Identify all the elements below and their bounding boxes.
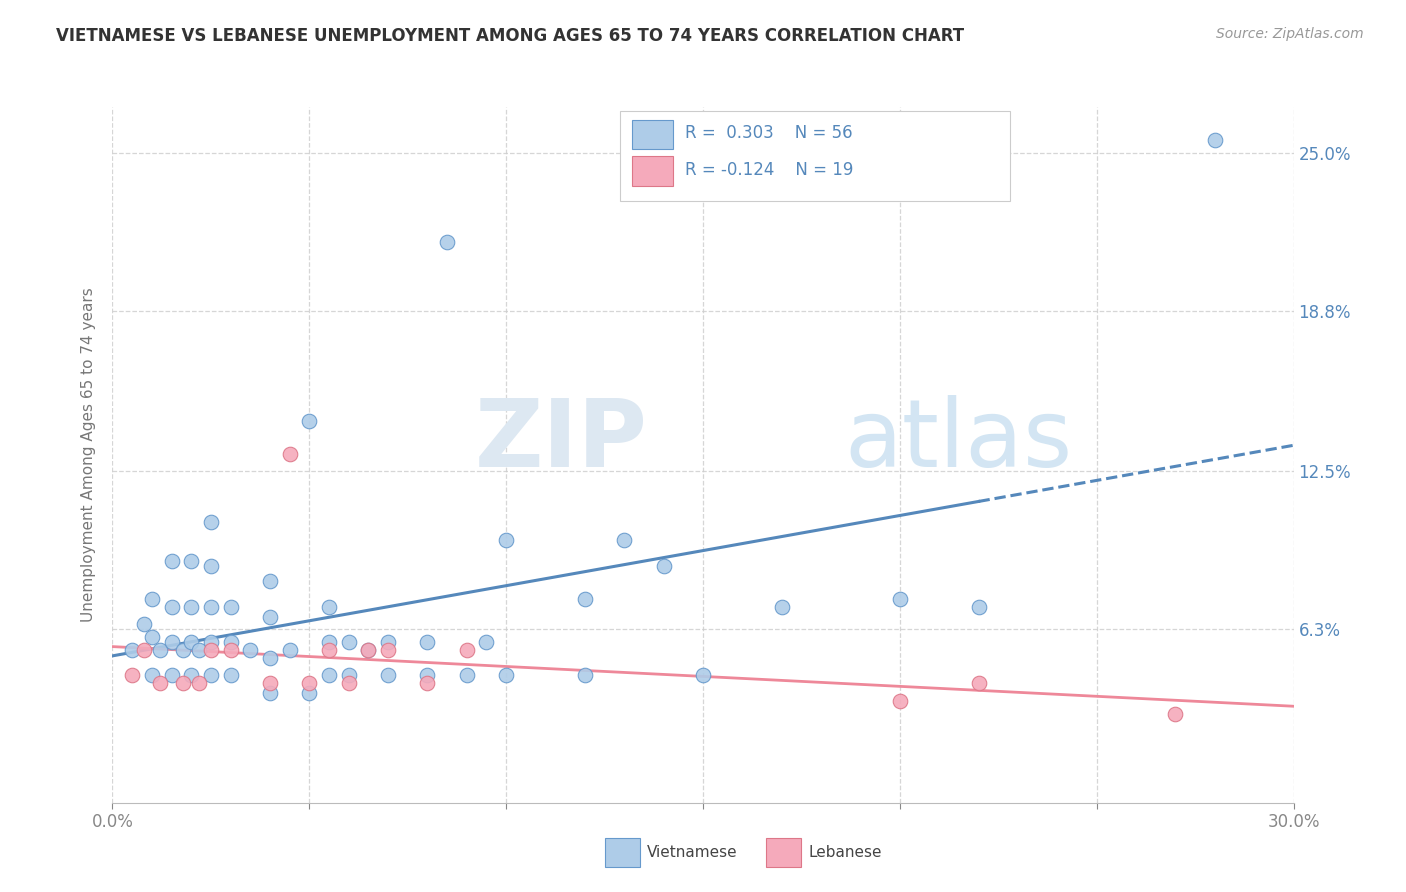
Point xyxy=(172,676,194,690)
Point xyxy=(278,643,301,657)
Point xyxy=(278,447,301,461)
Point xyxy=(298,413,321,427)
Point xyxy=(160,635,183,649)
Point xyxy=(219,635,242,649)
Point xyxy=(141,630,163,644)
Text: R =  0.303    N = 56: R = 0.303 N = 56 xyxy=(685,125,853,143)
Point xyxy=(188,643,211,657)
Point xyxy=(200,516,222,530)
Point xyxy=(259,574,281,588)
Point xyxy=(132,617,155,632)
Point xyxy=(436,235,458,249)
Point xyxy=(318,635,340,649)
Point xyxy=(416,668,439,682)
Point xyxy=(889,694,911,708)
Point xyxy=(188,676,211,690)
Point xyxy=(574,591,596,606)
Point xyxy=(318,599,340,614)
Text: Lebanese: Lebanese xyxy=(808,846,882,860)
Point xyxy=(1204,133,1226,147)
Point xyxy=(141,591,163,606)
Point xyxy=(357,643,380,657)
Point xyxy=(219,668,242,682)
Point xyxy=(456,643,478,657)
Point xyxy=(200,558,222,573)
Point xyxy=(180,635,202,649)
Point xyxy=(318,643,340,657)
Point xyxy=(495,668,517,682)
Point xyxy=(259,650,281,665)
Text: R = -0.124    N = 19: R = -0.124 N = 19 xyxy=(685,161,853,179)
Point xyxy=(259,609,281,624)
Point xyxy=(298,676,321,690)
Point xyxy=(259,686,281,700)
Point xyxy=(200,599,222,614)
Point xyxy=(1164,706,1187,721)
Point xyxy=(149,676,172,690)
Point xyxy=(160,668,183,682)
Point xyxy=(121,643,143,657)
Point xyxy=(967,676,990,690)
Point xyxy=(200,643,222,657)
Point xyxy=(613,533,636,548)
Point xyxy=(172,643,194,657)
Point xyxy=(318,668,340,682)
Point xyxy=(180,554,202,568)
Y-axis label: Unemployment Among Ages 65 to 74 years: Unemployment Among Ages 65 to 74 years xyxy=(80,287,96,623)
Point xyxy=(495,533,517,548)
Point xyxy=(692,668,714,682)
Point xyxy=(770,599,793,614)
Point xyxy=(121,668,143,682)
Bar xyxy=(633,156,673,186)
Point xyxy=(889,591,911,606)
FancyBboxPatch shape xyxy=(620,111,1010,201)
Point xyxy=(377,643,399,657)
Point xyxy=(967,599,990,614)
Text: Source: ZipAtlas.com: Source: ZipAtlas.com xyxy=(1216,27,1364,41)
Point xyxy=(377,668,399,682)
Point xyxy=(377,635,399,649)
Text: atlas: atlas xyxy=(845,395,1073,487)
Point xyxy=(149,643,172,657)
Point xyxy=(160,554,183,568)
Point xyxy=(475,635,498,649)
Point xyxy=(337,668,360,682)
Point xyxy=(219,599,242,614)
Point xyxy=(337,635,360,649)
Point xyxy=(200,635,222,649)
Point xyxy=(160,599,183,614)
Point xyxy=(200,668,222,682)
Point xyxy=(239,643,262,657)
Text: Vietnamese: Vietnamese xyxy=(647,846,737,860)
Point xyxy=(652,558,675,573)
Point xyxy=(416,635,439,649)
Text: ZIP: ZIP xyxy=(475,395,648,487)
Point xyxy=(416,676,439,690)
Point xyxy=(180,668,202,682)
Point xyxy=(456,668,478,682)
Text: VIETNAMESE VS LEBANESE UNEMPLOYMENT AMONG AGES 65 TO 74 YEARS CORRELATION CHART: VIETNAMESE VS LEBANESE UNEMPLOYMENT AMON… xyxy=(56,27,965,45)
Point xyxy=(357,643,380,657)
Point xyxy=(298,686,321,700)
Point xyxy=(180,599,202,614)
Point xyxy=(574,668,596,682)
Bar xyxy=(633,120,673,149)
Point xyxy=(259,676,281,690)
Point xyxy=(132,643,155,657)
Point xyxy=(141,668,163,682)
Point xyxy=(337,676,360,690)
Point xyxy=(219,643,242,657)
